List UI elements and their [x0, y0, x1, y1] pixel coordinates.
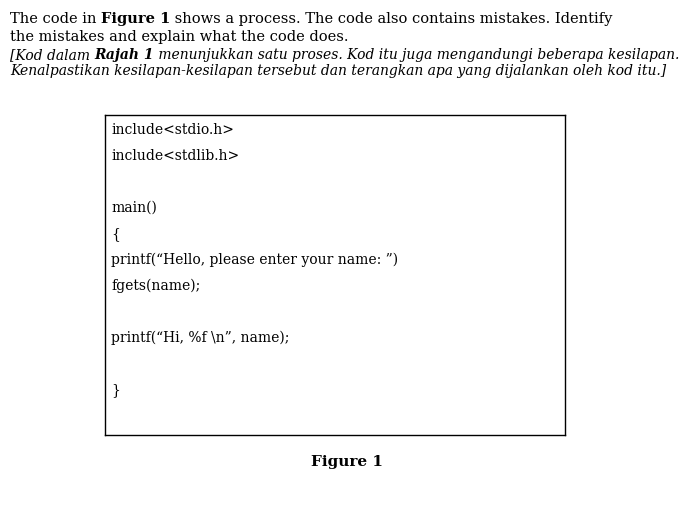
Text: Figure 1: Figure 1	[311, 455, 383, 469]
Text: menunjukkan satu proses. Kod itu juga mengandungi beberapa kesilapan.: menunjukkan satu proses. Kod itu juga me…	[154, 48, 679, 62]
Text: {: {	[111, 227, 120, 241]
Text: the mistakes and explain what the code does.: the mistakes and explain what the code d…	[10, 30, 348, 44]
Text: shows a process. The code also contains mistakes. Identify: shows a process. The code also contains …	[171, 12, 613, 26]
Text: Figure 1: Figure 1	[101, 12, 171, 26]
Text: [Kod dalam: [Kod dalam	[10, 48, 94, 62]
Text: }: }	[111, 383, 120, 397]
Text: Rajah 1: Rajah 1	[94, 48, 154, 62]
Text: main(): main()	[111, 201, 157, 215]
Text: printf(“Hello, please enter your name: ”): printf(“Hello, please enter your name: ”…	[111, 253, 398, 267]
Text: The code in: The code in	[10, 12, 101, 26]
Text: include<stdlib.h>: include<stdlib.h>	[111, 149, 239, 163]
Text: printf(“Hi, %f \n”, name);: printf(“Hi, %f \n”, name);	[111, 331, 289, 346]
Text: Kenalpastikan kesilapan-kesilapan tersebut dan terangkan apa yang dijalankan ole: Kenalpastikan kesilapan-kesilapan terseb…	[10, 64, 666, 78]
Text: include<stdio.h>: include<stdio.h>	[111, 123, 234, 137]
Text: fgets(name);: fgets(name);	[111, 279, 201, 293]
